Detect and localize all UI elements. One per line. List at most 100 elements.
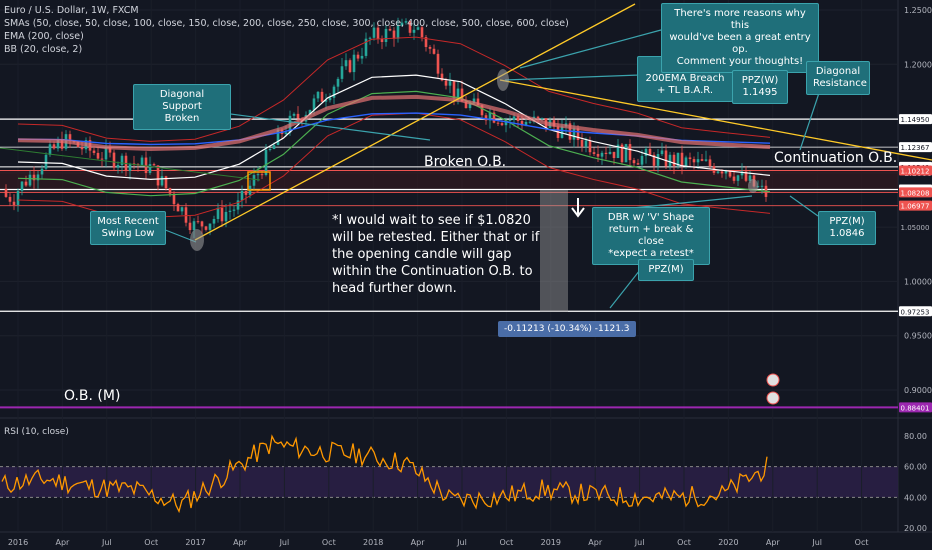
candle-body <box>448 81 452 86</box>
candle-body <box>316 91 320 99</box>
candle-body <box>272 145 276 150</box>
candle-body <box>312 98 316 110</box>
candle-body <box>480 105 484 116</box>
candle-body <box>620 144 624 163</box>
candle-body <box>24 181 28 186</box>
candle-body <box>184 207 188 223</box>
candle-body <box>236 200 240 210</box>
chart-title: Euro / U.S. Dollar, 1W, FXCM <box>4 5 139 16</box>
candle-body <box>396 25 400 39</box>
candle-body <box>284 132 288 135</box>
minor-trendline <box>0 147 261 181</box>
callout-pointer <box>789 195 819 217</box>
candle-body <box>336 78 340 87</box>
sma-green-line <box>17 90 771 197</box>
candle-body <box>164 176 168 189</box>
bb-legend[interactable]: BB (20, close, 2) <box>4 44 83 55</box>
price-label: 1.12367 <box>901 144 930 152</box>
candle-body <box>452 81 456 98</box>
candle-body <box>500 123 504 126</box>
candle-body <box>12 201 16 205</box>
candle-body <box>632 160 636 164</box>
candle-body <box>720 171 724 174</box>
annotation-wait: *I would wait to see if $1.0820 will be … <box>332 213 540 296</box>
candle-body <box>596 153 600 157</box>
candle-body <box>180 207 184 212</box>
candle-body <box>540 118 544 120</box>
time-tick-label: Apr <box>55 538 70 547</box>
candle-body <box>460 88 464 102</box>
candle-body <box>644 148 648 156</box>
candle-body <box>408 21 412 33</box>
candle-body <box>200 221 204 227</box>
candle-body <box>344 60 348 67</box>
time-tick-label: Jul <box>456 538 467 547</box>
time-tick-label: Jul <box>279 538 290 547</box>
candle-body <box>484 115 488 121</box>
label-continuation-ob: Continuation O.B. <box>774 150 898 166</box>
rsi-legend[interactable]: RSI (10, close) <box>4 427 69 437</box>
sma-line <box>17 74 771 181</box>
candle-body <box>508 120 512 122</box>
price-label-bg <box>899 402 932 413</box>
candle-body <box>92 150 96 153</box>
candle-body <box>504 120 508 126</box>
candle-body <box>432 48 436 54</box>
sma-legend[interactable]: SMAs (50, close, 50, close, 100, close, … <box>4 18 569 29</box>
candle-body <box>636 163 640 165</box>
candle-body <box>356 54 360 59</box>
rsi-tick-label: 80.00 <box>904 432 927 441</box>
time-tick-label: Apr <box>588 538 603 547</box>
candle-body <box>240 191 244 201</box>
candle-body <box>724 170 728 174</box>
time-tick-label: Oct <box>144 538 158 547</box>
candle-body <box>624 144 628 163</box>
candle-body <box>4 189 8 197</box>
candle-body <box>528 121 532 123</box>
candle-body <box>324 100 328 102</box>
candle-body <box>196 221 200 223</box>
candle-body <box>444 80 448 86</box>
candle-body <box>696 159 700 163</box>
candle-body <box>328 97 332 101</box>
candle-body <box>716 171 720 173</box>
time-tick-label: 2018 <box>363 538 383 547</box>
price-tick-label: 0.90000 <box>904 386 932 395</box>
candle-body <box>536 116 540 119</box>
candle-body <box>60 139 64 149</box>
candle-body <box>212 218 216 224</box>
price-tick-label: 1.25000 <box>904 6 932 15</box>
candle-body <box>584 140 588 147</box>
ema-legend[interactable]: EMA (200, close) <box>4 31 84 42</box>
candle-body <box>392 30 396 39</box>
candle-body <box>708 159 712 167</box>
candle-body <box>736 175 740 181</box>
candle-body <box>156 165 160 186</box>
price-label: 1.06977 <box>901 203 930 211</box>
note-swing-low: Most Recent Swing Low <box>90 211 166 245</box>
price-label: 0.88401 <box>901 404 930 412</box>
candle-body <box>628 144 632 161</box>
price-label: 0.97253 <box>901 308 930 316</box>
candle-body <box>468 103 472 109</box>
candle-body <box>224 211 228 222</box>
candle-body <box>308 109 312 115</box>
candle-body <box>456 88 460 98</box>
price-label-bg <box>899 306 932 317</box>
candle-body <box>672 154 676 166</box>
candle-body <box>428 46 432 49</box>
candle-body <box>576 128 580 140</box>
candle-body <box>96 152 100 159</box>
note-ppz-m-1: PPZ(M) 1.0846 <box>818 211 876 245</box>
candle-body <box>440 73 444 81</box>
candle-body <box>572 128 576 140</box>
time-tick-label: 2017 <box>185 538 205 547</box>
candle-body <box>160 176 164 186</box>
candle-body <box>140 157 144 165</box>
candle-body <box>268 149 272 151</box>
candle-body <box>488 112 492 121</box>
candle-body <box>372 27 376 38</box>
candle-body <box>608 151 612 154</box>
callout-pointer <box>519 29 662 69</box>
